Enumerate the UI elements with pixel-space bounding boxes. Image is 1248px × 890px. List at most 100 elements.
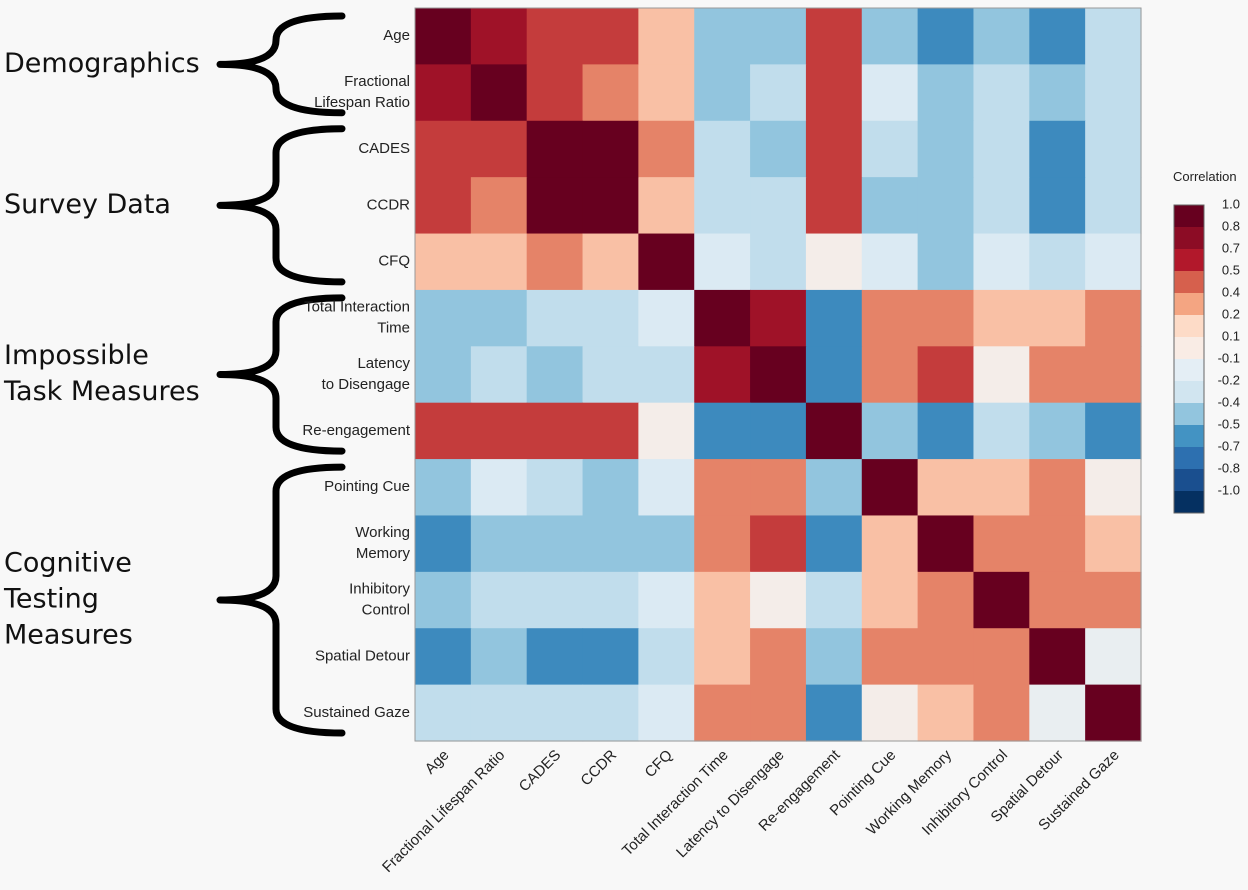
- group-label-2-line-1: Task Measures: [3, 376, 200, 407]
- legend-swatch-8: [1174, 381, 1204, 404]
- heatmap-cell-8-5: [694, 459, 751, 517]
- heatmap-cell-1-6: [750, 64, 807, 122]
- heatmap-cell-12-3: [582, 684, 639, 742]
- legend-swatch-11: [1174, 447, 1204, 470]
- legend-tick-2: 0.7: [1222, 240, 1240, 255]
- heatmap-cell-12-8: [861, 684, 919, 742]
- heatmap-cell-11-5: [694, 628, 751, 686]
- group-label-1: Survey Data: [4, 189, 171, 220]
- heatmap-cell-3-10: [973, 177, 1030, 235]
- legend-tick-5: 0.2: [1222, 306, 1240, 321]
- heatmap-cell-9-6: [750, 515, 807, 573]
- heatmap-cell-12-10: [973, 684, 1030, 742]
- heatmap-cell-9-7: [805, 515, 863, 573]
- legend-swatch-13: [1174, 491, 1204, 514]
- heatmap-cell-6-8: [861, 346, 919, 404]
- heatmap-cell-3-7: [805, 177, 863, 235]
- heatmap-cell-5-3: [582, 289, 639, 347]
- row-label-8: Pointing Cue: [324, 478, 410, 495]
- row-labels: Age Fractional Lifespan Ratio CADES CCDR CFQ T…: [302, 27, 410, 721]
- heatmap-cell-6-9: [917, 346, 975, 404]
- heatmap-cell-4-5: [694, 233, 751, 291]
- heatmap-cell-5-2: [526, 289, 584, 347]
- heatmap-cell-1-0: [415, 64, 472, 122]
- heatmap-cell-11-9: [917, 628, 975, 686]
- heatmap-cell-5-8: [861, 289, 919, 347]
- heatmap-cell-4-9: [917, 233, 975, 291]
- heatmap-cell-0-5: [694, 8, 751, 65]
- heatmap-cell-3-1: [470, 177, 528, 235]
- column-label-6: Latency to Disengage: [673, 747, 788, 862]
- heatmap-cell-12-7: [805, 684, 863, 742]
- row-label-1-line-1: Lifespan Ratio: [314, 94, 410, 111]
- heatmap-cell-11-2: [526, 628, 584, 686]
- heatmap-cell-12-4: [638, 684, 695, 742]
- heatmap-cell-2-6: [750, 120, 807, 178]
- heatmap-cell-6-4: [638, 346, 695, 404]
- legend-tick-4: 0.4: [1222, 284, 1240, 299]
- heatmap-cell-9-5: [694, 515, 751, 573]
- column-label-2: CADES: [516, 747, 565, 796]
- row-label-6-line-1: to Disengage: [322, 376, 410, 393]
- legend-swatch-1: [1174, 227, 1204, 250]
- heatmap-cell-7-7: [805, 402, 863, 460]
- group-brace-2: [216, 294, 346, 455]
- column-label-5: Total Interaction Time: [619, 747, 732, 860]
- heatmap-cell-9-10: [973, 515, 1030, 573]
- heatmap-cell-2-4: [638, 120, 695, 178]
- heatmap-cell-7-6: [750, 402, 807, 460]
- heatmap-cell-0-8: [861, 8, 919, 65]
- heatmap-cell-4-1: [470, 233, 528, 291]
- heatmap-cell-10-8: [861, 571, 919, 629]
- legend-title: Correlation: [1173, 169, 1237, 184]
- heatmap-cell-10-11: [1029, 571, 1086, 629]
- heatmap-cell-8-8: [861, 459, 919, 517]
- legend-swatch-2: [1174, 249, 1204, 272]
- heatmap-cell-12-11: [1029, 684, 1086, 742]
- heatmap-cell-1-11: [1029, 64, 1086, 122]
- heatmap-cell-4-4: [638, 233, 695, 291]
- heatmap-cell-0-1: [470, 8, 528, 65]
- group-label-0: Demographics: [4, 48, 200, 79]
- heatmap-cell-7-10: [973, 402, 1030, 460]
- row-label-7: Re-engagement: [302, 422, 410, 439]
- heatmap-cell-10-9: [917, 571, 975, 629]
- row-label-10-line-1: Control: [362, 602, 410, 619]
- heatmap-cell-10-6: [750, 571, 807, 629]
- heatmap-cell-7-9: [917, 402, 975, 460]
- legend-tick-1: 0.8: [1222, 218, 1240, 233]
- row-label-9-line-1: Memory: [356, 545, 411, 562]
- heatmap-cell-8-0: [415, 459, 472, 517]
- heatmap-cell-0-11: [1029, 8, 1086, 65]
- heatmap-cell-4-10: [973, 233, 1030, 291]
- row-label-11: Spatial Detour: [315, 647, 410, 664]
- heatmap-cell-8-1: [470, 459, 528, 517]
- heatmap-cell-10-5: [694, 571, 751, 629]
- heatmap-cell-0-3: [582, 8, 639, 65]
- legend-swatch-4: [1174, 293, 1204, 316]
- heatmap-cell-1-9: [917, 64, 975, 122]
- heatmap-cell-2-9: [917, 120, 975, 178]
- heatmap-cell-3-8: [861, 177, 919, 235]
- heatmap-cell-10-1: [470, 571, 528, 629]
- heatmap-cell-6-2: [526, 346, 584, 404]
- legend-swatch-0: [1174, 205, 1204, 228]
- heatmap-cell-7-8: [861, 402, 919, 460]
- heatmap-cell-5-4: [638, 289, 695, 347]
- heatmap-cell-3-9: [917, 177, 975, 235]
- row-label-2: CADES: [358, 140, 410, 157]
- heatmap-cell-12-9: [917, 684, 975, 742]
- group-brace-3: [216, 463, 346, 737]
- heatmap-cell-5-11: [1029, 289, 1086, 347]
- heatmap-cell-2-2: [526, 120, 584, 178]
- heatmap-cell-5-7: [805, 289, 863, 347]
- legend-swatch-12: [1174, 469, 1204, 492]
- heatmap-cell-6-0: [415, 346, 472, 404]
- heatmap-cell-7-12: [1085, 402, 1142, 460]
- legend-bar-border: [1173, 204, 1205, 514]
- group-brace-1: [216, 125, 346, 286]
- heatmap-cell-8-12: [1085, 459, 1142, 517]
- heatmap-cell-0-9: [917, 8, 975, 65]
- heatmap-cell-1-1: [470, 64, 528, 122]
- heatmap-cell-9-11: [1029, 515, 1086, 573]
